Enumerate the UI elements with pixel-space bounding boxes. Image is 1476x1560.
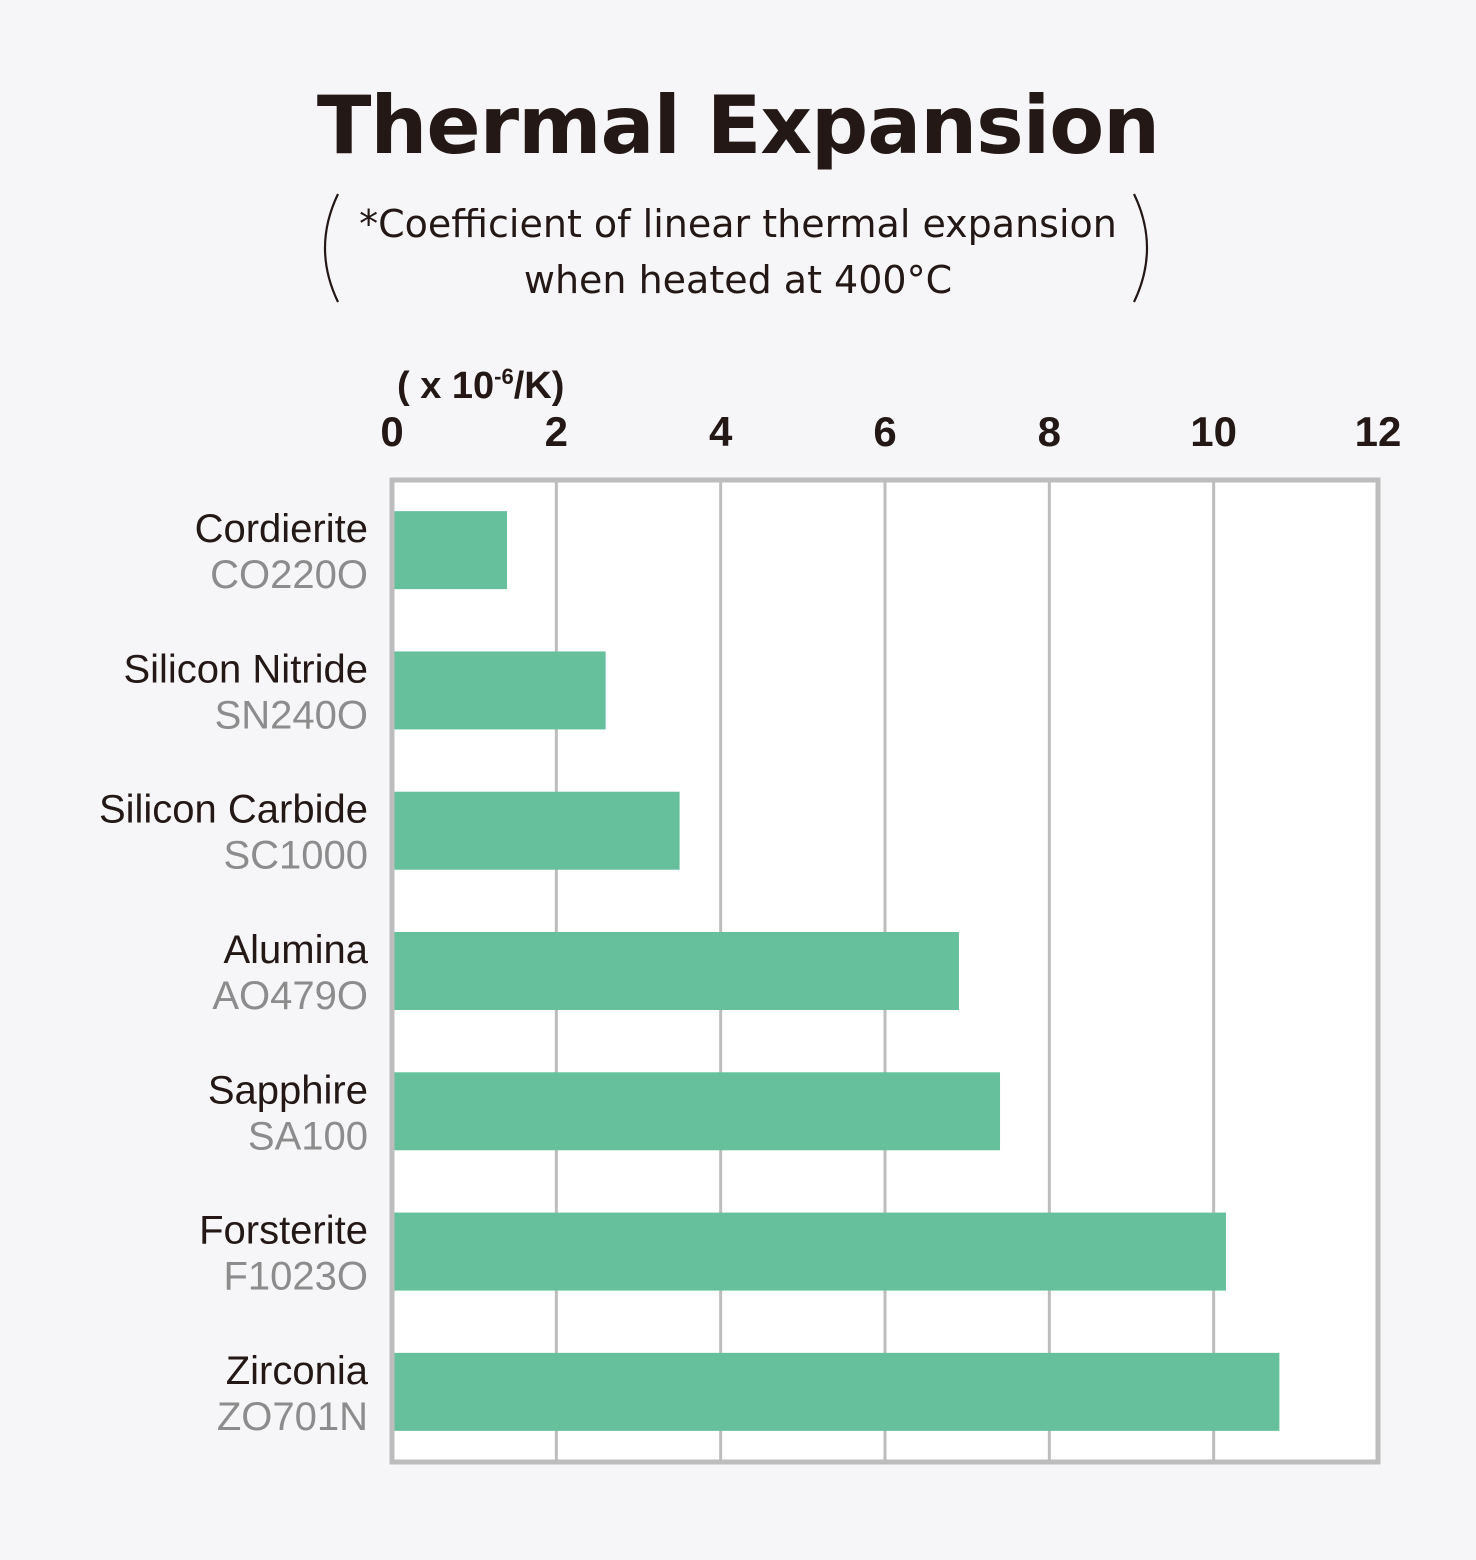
axis-unit-label: ( x 10-6/K) <box>397 354 564 409</box>
category-code: SC1000 <box>223 834 368 878</box>
bar <box>392 1212 1226 1291</box>
left-parenthesis-icon <box>324 193 339 303</box>
chart-subtitle: *Coefficient of linear thermal expansion… <box>340 196 1136 308</box>
category-label: Alumina <box>223 928 368 972</box>
subtitle-line-1: *Coefficient of linear thermal expansion <box>359 202 1117 246</box>
category-code: SA100 <box>248 1114 368 1158</box>
bar <box>392 1072 1001 1151</box>
unit-main: ( x 10 <box>397 365 495 407</box>
category-code: SN240O <box>215 693 368 737</box>
category-label: Silicon Nitride <box>123 647 368 691</box>
category-label: Cordierite <box>195 507 368 551</box>
bar <box>392 511 508 590</box>
category-label: Zirconia <box>226 1349 369 1393</box>
category-label: Forsterite <box>199 1209 368 1253</box>
plot-frame <box>389 477 1381 1465</box>
bar <box>392 932 959 1010</box>
right-parenthesis-icon <box>1133 193 1148 303</box>
x-tick-label: 0 <box>380 408 403 455</box>
category-code: ZO701N <box>217 1395 368 1439</box>
category-label: Silicon Carbide <box>99 788 368 832</box>
bar <box>392 791 680 870</box>
category-label: Sapphire <box>208 1068 368 1112</box>
subtitle-line-2: when heated at 400°C <box>523 258 953 302</box>
x-tick-label: 4 <box>709 408 733 455</box>
bar <box>392 651 606 730</box>
unit-suffix: /K) <box>513 365 565 407</box>
category-code: AO479O <box>212 974 368 1018</box>
x-tick-label: 8 <box>1038 408 1061 455</box>
category-code: CO220O <box>210 553 368 597</box>
x-tick-label: 6 <box>873 408 896 455</box>
chart-title: Thermal Expansion <box>316 79 1160 172</box>
unit-exponent: -6 <box>494 364 514 389</box>
x-tick-label: 12 <box>1355 408 1402 455</box>
bar <box>392 1352 1280 1431</box>
category-code: F1023O <box>223 1255 368 1299</box>
x-tick-labels: 0 2 4 6 8 10 12 <box>380 408 1401 455</box>
bars <box>392 511 1280 1431</box>
x-tick-label: 2 <box>545 408 568 455</box>
x-tick-label: 10 <box>1190 408 1237 455</box>
